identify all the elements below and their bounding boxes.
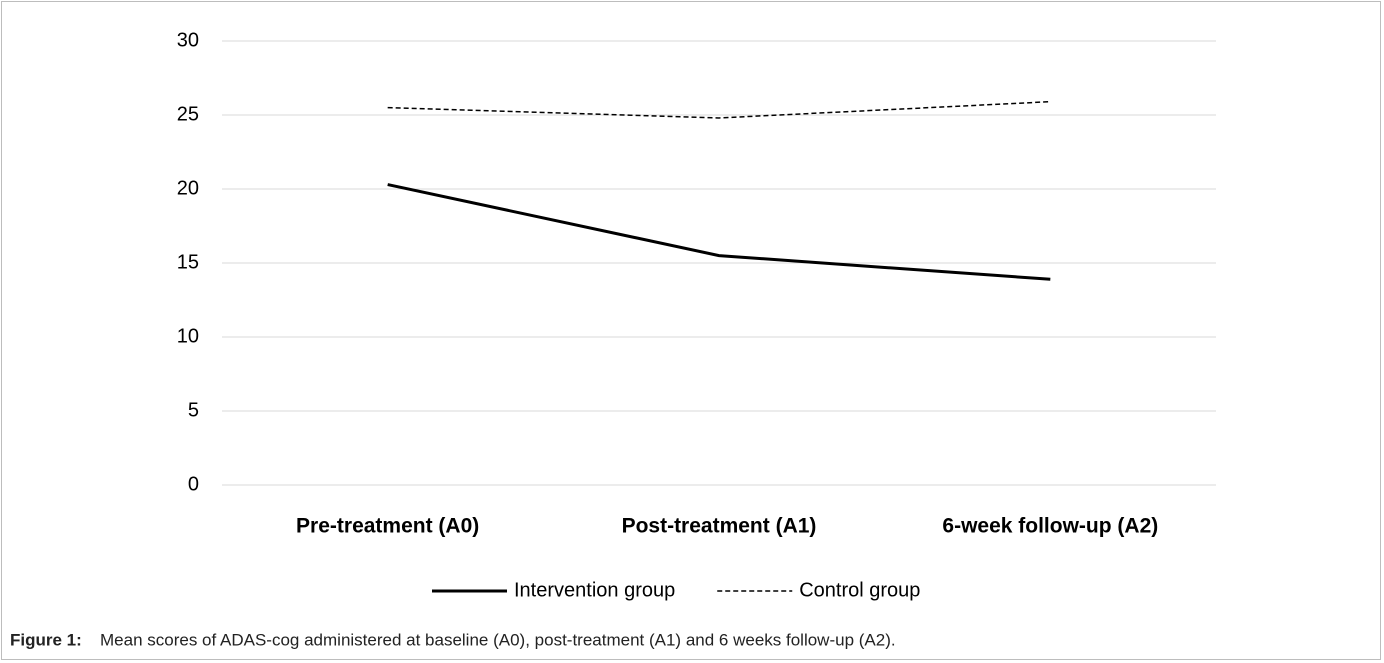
- caption-label: Figure 1:: [10, 630, 82, 649]
- caption: Mean scores of ADAS-cog administered at …: [100, 630, 896, 649]
- y-tick-label: 25: [177, 103, 199, 125]
- x-tick-label: Post-treatment (A1): [622, 515, 817, 538]
- x-tick-label: Pre-treatment (A0): [296, 515, 479, 538]
- series-line: [387, 100, 1051, 119]
- y-tick-label: 30: [177, 29, 199, 51]
- legend-label: Control group: [799, 579, 920, 601]
- y-tick-label: 0: [188, 473, 199, 495]
- x-tick-label: 6-week follow-up (A2): [942, 515, 1158, 538]
- legend-label: Intervention group: [514, 579, 675, 601]
- series-line: [387, 183, 1051, 281]
- y-tick-label: 20: [177, 177, 199, 199]
- y-tick-label: 15: [177, 251, 199, 273]
- y-tick-label: 10: [177, 325, 199, 347]
- y-tick-label: 5: [188, 399, 199, 421]
